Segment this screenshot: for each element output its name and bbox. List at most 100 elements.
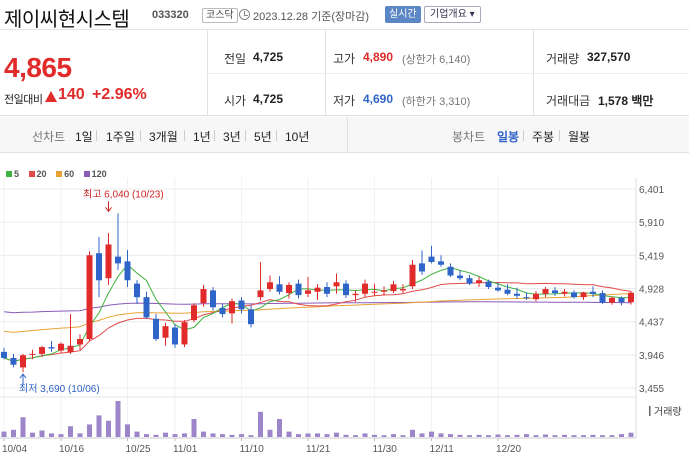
separator <box>245 130 246 141</box>
divider <box>207 73 689 74</box>
volume-bar <box>628 432 634 437</box>
candle-body <box>200 289 207 304</box>
candle-body <box>381 290 387 292</box>
candle-body <box>371 291 378 293</box>
period-1w[interactable]: 1주일 <box>106 130 135 144</box>
candle-monthly[interactable]: 월봉 <box>568 130 591 144</box>
high-label: 고가 <box>333 52 356 66</box>
candle-body <box>514 293 520 296</box>
period-1d[interactable]: 1일 <box>75 130 93 144</box>
line-chart-label: 선차트 <box>32 130 66 144</box>
candle-body <box>67 345 74 352</box>
candle-body <box>485 281 492 288</box>
candle-body <box>552 290 558 294</box>
volume-bar <box>172 434 178 437</box>
y-tick-label: 5,910 <box>639 218 664 229</box>
volume-bar <box>125 424 130 437</box>
volume-bar <box>324 434 330 437</box>
volume-bar <box>191 419 197 437</box>
realtime-button[interactable]: 실시간 <box>385 6 421 23</box>
volume-bar <box>562 434 567 437</box>
candle-body <box>238 300 245 310</box>
volume-bar <box>87 424 92 437</box>
volume-bar <box>581 435 586 437</box>
change-label: 전일대비 <box>4 94 43 106</box>
candle-body <box>571 292 577 298</box>
volume-bar <box>11 429 16 437</box>
volume-bar <box>267 429 273 437</box>
volume-bar <box>486 435 491 437</box>
low-value: 4,690 <box>363 92 394 106</box>
amount-value: 1,578 백만 <box>598 94 654 108</box>
candle-body <box>1 351 7 358</box>
ma20-swatch <box>28 171 35 177</box>
prev-close-label: 전일 <box>224 52 247 66</box>
candle-chart-label: 봉차트 <box>452 130 486 144</box>
volume-bar <box>210 433 216 437</box>
volume-bar <box>505 435 510 437</box>
candle-body <box>476 280 482 283</box>
candle-body <box>210 290 216 308</box>
volume-bar <box>353 435 358 437</box>
candle-body <box>248 309 254 325</box>
volume-bar <box>20 417 26 437</box>
ma60-label: 60 <box>64 169 75 179</box>
volume-bar <box>305 433 311 437</box>
volume-bar <box>334 432 339 437</box>
candle-body <box>447 266 454 276</box>
y-tick-label: 4,437 <box>639 318 664 329</box>
lower-limit: (하한가 3,310) <box>402 96 471 108</box>
x-tick-label: 10/16 <box>59 444 84 455</box>
volume-bar <box>239 434 244 437</box>
up-triangle-icon <box>45 91 57 102</box>
ma-legend: 5 20 60 120 <box>3 169 111 179</box>
period-10y[interactable]: 10년 <box>285 130 310 144</box>
x-tick-label: 12/11 <box>430 444 455 455</box>
x-tick-label: 11/30 <box>373 444 398 455</box>
volume-bar <box>524 434 529 437</box>
separator <box>214 130 215 141</box>
x-tick-label: 11/21 <box>306 444 331 455</box>
candle-body <box>86 255 93 340</box>
volume-value: 327,570 <box>587 50 631 64</box>
company-info-button[interactable]: 기업개요 ▾ <box>424 6 481 23</box>
volume-bar <box>438 433 444 437</box>
candle-body <box>333 282 340 287</box>
volume-bar <box>144 434 149 437</box>
market-badge: 코스닥 <box>202 8 238 23</box>
candle-body <box>153 318 159 340</box>
volume-bar <box>49 433 54 437</box>
candle-body <box>561 291 568 294</box>
candle-body <box>352 293 359 296</box>
change-percent: +2.96% <box>92 86 147 103</box>
volume-bar <box>153 434 159 437</box>
volume-bar <box>96 415 102 437</box>
ma120-swatch <box>83 171 90 177</box>
period-1y[interactable]: 1년 <box>193 130 211 144</box>
volume-bar <box>476 434 482 437</box>
period-3m[interactable]: 3개월 <box>149 130 178 144</box>
volume-bar <box>410 429 415 437</box>
candle-body <box>48 347 55 349</box>
volume-bar <box>571 435 577 437</box>
volume-bar <box>277 419 282 437</box>
volume-bar <box>457 434 463 437</box>
max-arrow-head <box>105 207 112 213</box>
y-tick-label: 6,401 <box>639 185 664 196</box>
candlestick-chart: 6,401 5,910 5,419 4,928 4,437 3,946 3,455 10/04… <box>0 178 682 455</box>
candle-body <box>466 278 473 284</box>
x-tick-label: 12/20 <box>496 444 521 455</box>
volume-bar <box>600 435 605 437</box>
candle-body <box>229 301 235 314</box>
candle-body <box>400 289 406 291</box>
candle-body <box>343 283 349 296</box>
volume-bar <box>362 433 368 437</box>
period-5y[interactable]: 5년 <box>254 130 272 144</box>
candle-weekly[interactable]: 주봉 <box>532 130 555 144</box>
candle-body <box>609 297 615 303</box>
volume-bar <box>372 434 377 437</box>
period-3y[interactable]: 3년 <box>223 130 241 144</box>
volume-bar <box>58 434 64 437</box>
candle-daily[interactable]: 일봉 <box>497 130 520 144</box>
candle-body <box>257 290 264 298</box>
